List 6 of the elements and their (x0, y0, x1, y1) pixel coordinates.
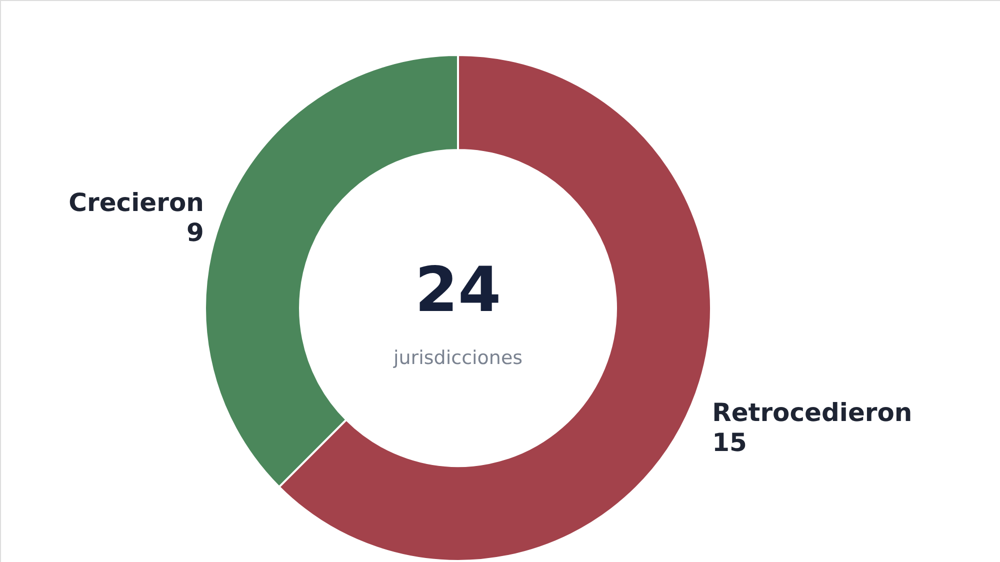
data-label: 9 (186, 218, 204, 247)
slice-label: Crecieron (68, 188, 204, 217)
text: jurisdicciones (392, 347, 523, 369)
data-label: 15 (712, 428, 747, 458)
slice-label: Retrocedieron (712, 398, 912, 428)
text: 24 (414, 253, 502, 326)
